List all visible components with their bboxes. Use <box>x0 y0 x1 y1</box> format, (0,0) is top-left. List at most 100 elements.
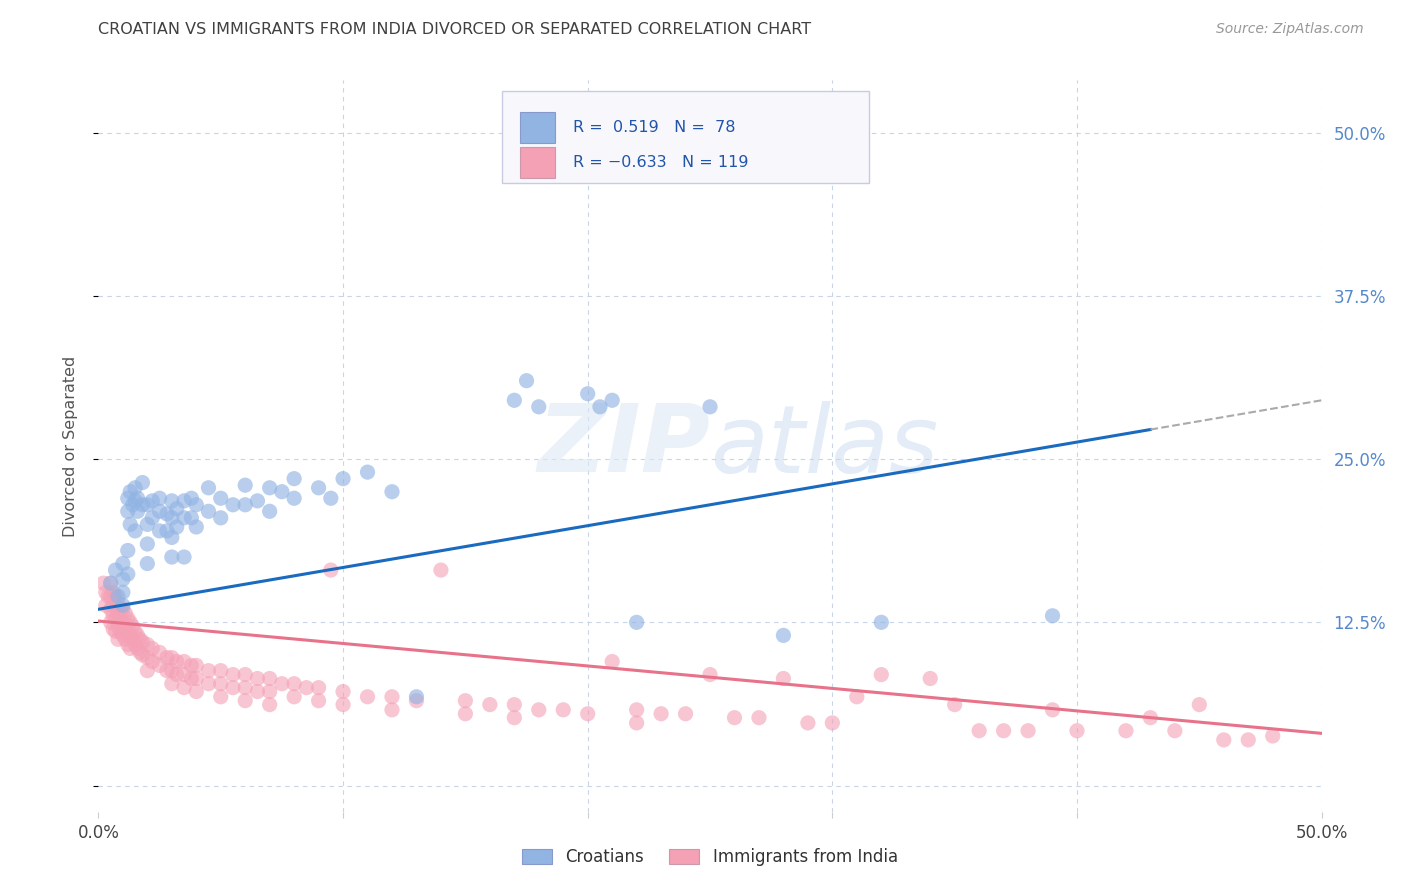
Point <box>111 572 134 586</box>
Point <box>160 530 183 544</box>
Point <box>246 672 269 686</box>
Point <box>124 494 146 508</box>
Point <box>821 715 844 730</box>
Point <box>600 393 623 408</box>
Point <box>107 606 129 620</box>
Point <box>173 511 195 525</box>
Point <box>160 494 183 508</box>
Point <box>723 711 745 725</box>
Point <box>173 667 195 681</box>
Point <box>91 576 114 591</box>
Point <box>748 711 770 725</box>
Point <box>100 576 122 591</box>
Point <box>993 723 1015 738</box>
Point <box>156 650 179 665</box>
Point <box>101 622 124 636</box>
Point <box>626 703 648 717</box>
Point <box>308 481 330 495</box>
Point <box>100 602 122 616</box>
Point <box>136 557 159 571</box>
Point <box>156 524 179 538</box>
Point <box>270 484 294 499</box>
Point <box>967 723 990 738</box>
Point <box>209 676 232 690</box>
Point <box>626 615 648 630</box>
Point <box>120 615 142 630</box>
Point <box>478 698 501 712</box>
Point <box>120 641 142 656</box>
Point <box>454 694 477 708</box>
Point <box>100 589 122 603</box>
Point <box>117 611 139 625</box>
Point <box>1237 732 1260 747</box>
Point <box>114 606 136 620</box>
Point <box>308 681 330 695</box>
Point <box>131 475 153 490</box>
Point <box>259 504 281 518</box>
Point <box>114 632 136 647</box>
Point <box>114 619 136 633</box>
Point <box>111 628 134 642</box>
Point <box>515 374 537 388</box>
Point <box>129 645 152 659</box>
Point <box>650 706 672 721</box>
Point <box>870 667 893 681</box>
Point <box>454 706 477 721</box>
Point <box>233 478 256 492</box>
Point <box>246 684 269 698</box>
Point <box>104 611 127 625</box>
Text: R =  0.519   N =  78: R = 0.519 N = 78 <box>574 120 735 136</box>
Point <box>1042 608 1064 623</box>
Point <box>127 491 149 506</box>
Point <box>430 563 453 577</box>
Point <box>136 650 159 665</box>
Point <box>100 615 122 630</box>
Point <box>186 498 208 512</box>
Legend: Croatians, Immigrants from India: Croatians, Immigrants from India <box>516 841 904 873</box>
Point <box>1042 703 1064 717</box>
Point <box>141 655 163 669</box>
Point <box>503 393 526 408</box>
Point <box>180 672 202 686</box>
Point <box>319 491 342 506</box>
Point <box>283 690 305 704</box>
Point <box>136 638 159 652</box>
Point <box>110 611 132 625</box>
Point <box>1066 723 1088 738</box>
Point <box>120 517 142 532</box>
Point <box>149 658 172 673</box>
Point <box>356 465 378 479</box>
Point <box>209 690 232 704</box>
Bar <box>520 112 555 144</box>
Text: atlas: atlas <box>710 401 938 491</box>
Text: Source: ZipAtlas.com: Source: ZipAtlas.com <box>1216 22 1364 37</box>
Point <box>180 658 202 673</box>
Point <box>111 602 134 616</box>
Point <box>332 684 354 698</box>
Point <box>527 703 550 717</box>
Point <box>107 589 129 603</box>
Point <box>121 619 143 633</box>
Point <box>381 690 404 704</box>
Point <box>160 650 183 665</box>
Text: CROATIAN VS IMMIGRANTS FROM INDIA DIVORCED OR SEPARATED CORRELATION CHART: CROATIAN VS IMMIGRANTS FROM INDIA DIVORC… <box>98 22 811 37</box>
Point <box>124 481 146 495</box>
Point <box>110 602 132 616</box>
Point <box>233 681 256 695</box>
Point <box>845 690 868 704</box>
Point <box>141 494 163 508</box>
Bar <box>520 147 555 178</box>
Point <box>283 491 305 506</box>
Point <box>797 715 820 730</box>
Point <box>104 563 127 577</box>
Point <box>149 491 172 506</box>
Point <box>111 615 134 630</box>
Point <box>117 567 139 582</box>
Point <box>186 672 208 686</box>
Point <box>101 599 124 613</box>
Point <box>173 681 195 695</box>
Point <box>381 703 404 717</box>
Point <box>381 484 404 499</box>
Point <box>131 635 153 649</box>
Point <box>186 658 208 673</box>
